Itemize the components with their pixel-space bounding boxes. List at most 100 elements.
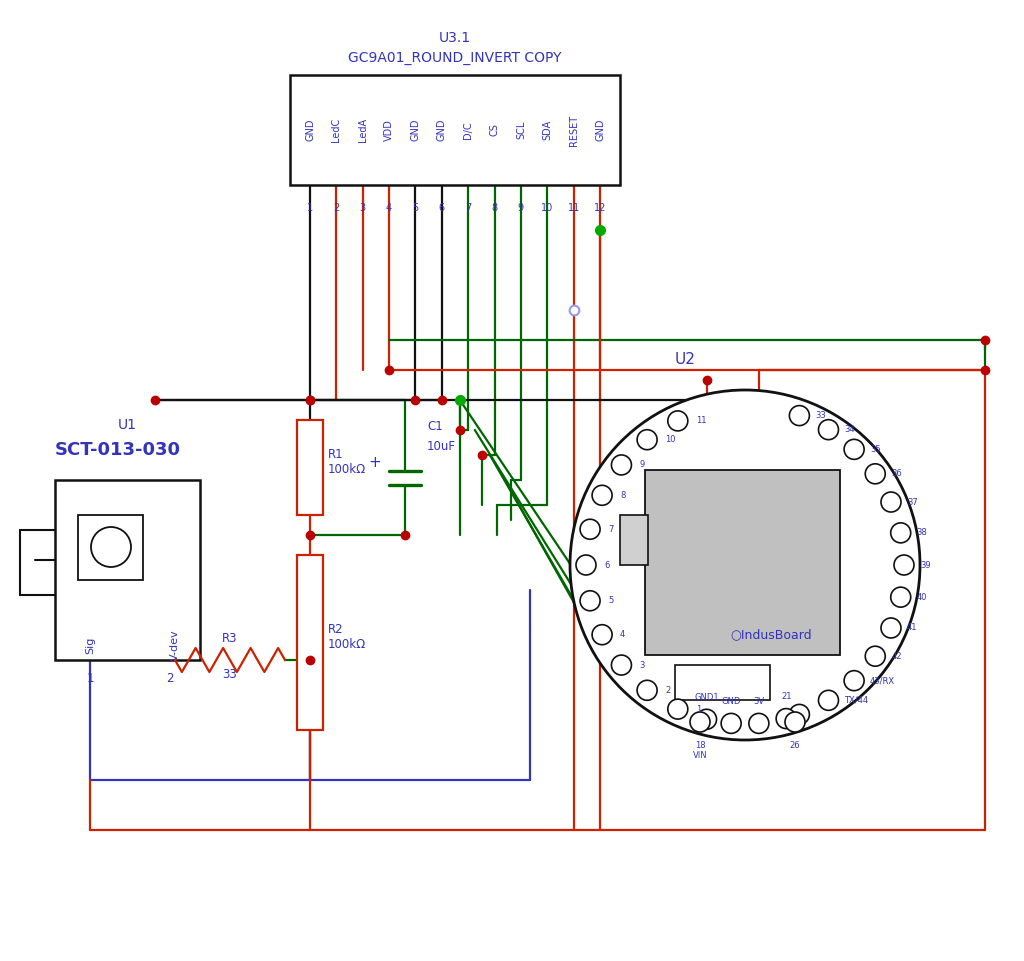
- Text: 1: 1: [695, 704, 701, 714]
- Text: 41: 41: [907, 624, 918, 632]
- Text: SCT-013-030: SCT-013-030: [54, 441, 180, 459]
- Bar: [297, 420, 323, 515]
- Text: 36: 36: [891, 469, 902, 479]
- Text: 9: 9: [639, 460, 645, 469]
- Text: TX/44: TX/44: [845, 696, 868, 704]
- Text: 3: 3: [359, 203, 366, 213]
- Circle shape: [865, 464, 885, 483]
- Text: SDA: SDA: [543, 120, 552, 140]
- Text: GND: GND: [722, 697, 740, 706]
- Text: 11: 11: [567, 203, 580, 213]
- Circle shape: [891, 587, 910, 607]
- Text: SCL: SCL: [516, 121, 526, 139]
- Text: 10: 10: [666, 435, 676, 444]
- Text: CS: CS: [489, 124, 500, 136]
- Text: 26: 26: [790, 741, 801, 750]
- Text: 40: 40: [916, 593, 927, 602]
- Circle shape: [637, 430, 657, 450]
- Circle shape: [891, 523, 910, 543]
- Text: R3: R3: [222, 632, 238, 645]
- Text: 21: 21: [781, 692, 792, 702]
- Text: 37: 37: [907, 498, 918, 506]
- Text: 12: 12: [594, 203, 606, 213]
- Text: RESET: RESET: [568, 114, 579, 145]
- Text: C1: C1: [427, 420, 442, 433]
- Text: 33: 33: [815, 411, 826, 420]
- Circle shape: [790, 704, 809, 725]
- Text: VDD: VDD: [384, 119, 394, 141]
- Circle shape: [580, 591, 600, 611]
- Circle shape: [785, 712, 805, 732]
- Text: LedA: LedA: [357, 118, 368, 142]
- Bar: [645, 470, 840, 655]
- Text: U3.1: U3.1: [439, 31, 471, 45]
- Text: Sig: Sig: [85, 636, 95, 653]
- Circle shape: [844, 671, 864, 691]
- Circle shape: [611, 655, 632, 675]
- Text: VIN: VIN: [692, 751, 708, 760]
- Circle shape: [894, 555, 914, 575]
- Text: GND: GND: [595, 119, 605, 141]
- Circle shape: [818, 420, 839, 440]
- Text: 2: 2: [333, 203, 340, 213]
- Text: 8: 8: [621, 491, 626, 500]
- Circle shape: [690, 712, 710, 732]
- Bar: [290, 75, 620, 185]
- Circle shape: [844, 439, 864, 459]
- Circle shape: [592, 485, 612, 505]
- Circle shape: [696, 709, 717, 729]
- Circle shape: [881, 618, 901, 638]
- Text: U2: U2: [675, 353, 695, 367]
- Text: GND: GND: [437, 119, 446, 141]
- Text: R2
100kΩ: R2 100kΩ: [328, 623, 367, 651]
- Text: 8: 8: [492, 203, 498, 213]
- Text: 10: 10: [541, 203, 553, 213]
- Circle shape: [818, 690, 839, 710]
- Text: 6: 6: [604, 560, 609, 570]
- Text: 5: 5: [413, 203, 419, 213]
- Circle shape: [580, 519, 600, 539]
- Bar: [78, 515, 143, 580]
- Text: R1
100kΩ: R1 100kΩ: [328, 448, 367, 476]
- Text: GND: GND: [411, 119, 421, 141]
- Bar: [55, 480, 200, 660]
- Text: 1: 1: [307, 203, 313, 213]
- Circle shape: [790, 406, 809, 426]
- Text: 4: 4: [386, 203, 392, 213]
- Text: 39: 39: [920, 560, 931, 570]
- Text: 34: 34: [845, 425, 855, 434]
- Text: 1: 1: [86, 672, 94, 684]
- Circle shape: [865, 646, 885, 666]
- Text: 33: 33: [222, 668, 238, 681]
- Text: 38: 38: [916, 529, 928, 537]
- Text: 42: 42: [891, 652, 902, 661]
- Text: 9: 9: [518, 203, 524, 213]
- Text: 6: 6: [438, 203, 444, 213]
- Text: LedC: LedC: [332, 118, 341, 142]
- Text: 7: 7: [465, 203, 471, 213]
- Bar: [297, 555, 323, 730]
- Text: 3: 3: [639, 660, 645, 670]
- Text: 2: 2: [666, 686, 671, 695]
- Text: 35: 35: [870, 445, 881, 454]
- Text: 43/RX: 43/RX: [870, 677, 895, 685]
- Circle shape: [749, 713, 769, 733]
- Text: V-dev: V-dev: [170, 629, 180, 661]
- Text: 3V: 3V: [754, 697, 765, 706]
- Circle shape: [570, 390, 920, 740]
- Text: D/C: D/C: [463, 121, 473, 138]
- Text: 11: 11: [695, 416, 707, 426]
- Text: GC9A01_ROUND_INVERT COPY: GC9A01_ROUND_INVERT COPY: [348, 51, 562, 65]
- Circle shape: [592, 625, 612, 645]
- Text: GND: GND: [305, 119, 315, 141]
- Circle shape: [776, 708, 796, 728]
- Text: 10uF: 10uF: [427, 440, 456, 453]
- Bar: [620, 515, 648, 565]
- Text: +: +: [369, 455, 381, 470]
- Circle shape: [668, 699, 688, 719]
- Circle shape: [881, 492, 901, 512]
- Circle shape: [637, 680, 657, 701]
- Text: 4: 4: [621, 630, 626, 639]
- Circle shape: [91, 527, 131, 567]
- Circle shape: [575, 555, 596, 575]
